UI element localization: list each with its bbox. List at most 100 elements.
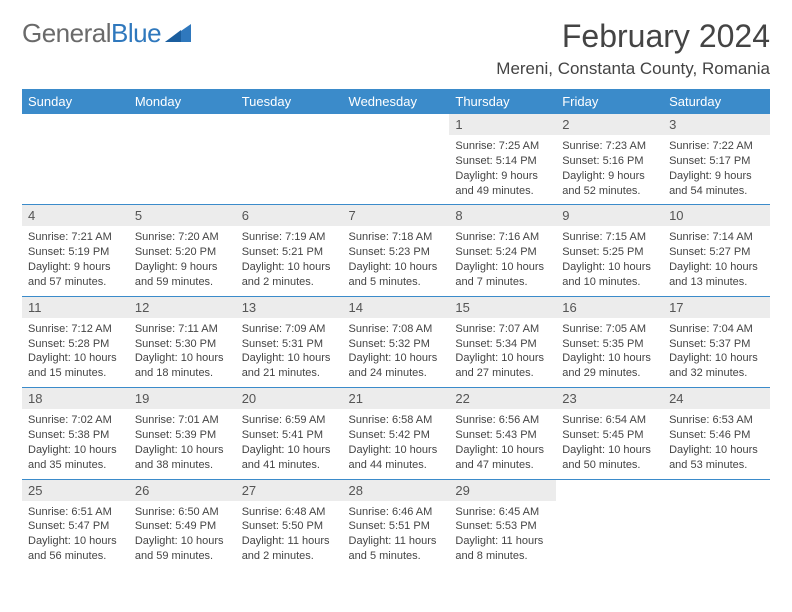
daylight-label: Daylight:	[242, 535, 288, 547]
day-cell: 7Sunrise: 7:18 AMSunset: 5:23 PMDaylight…	[343, 205, 450, 296]
daylight-label: Daylight:	[28, 535, 74, 547]
sunset-label: Sunset:	[669, 155, 709, 167]
sunrise-label: Sunrise:	[242, 506, 285, 518]
sunset-value: 5:35 PM	[603, 338, 644, 350]
day-body: Sunrise: 7:09 AMSunset: 5:31 PMDaylight:…	[236, 318, 343, 387]
sunrise-label: Sunrise:	[28, 231, 71, 243]
sunrise-value: 6:58 AM	[392, 414, 432, 426]
sunset-value: 5:30 PM	[175, 338, 216, 350]
day-number: 11	[22, 297, 129, 318]
sunset-label: Sunset:	[349, 338, 389, 350]
day-number: 3	[663, 114, 770, 135]
dow-thu: Thursday	[449, 89, 556, 114]
sunrise-value: 6:53 AM	[712, 414, 752, 426]
day-body: Sunrise: 7:15 AMSunset: 5:25 PMDaylight:…	[556, 226, 663, 295]
day-number: 20	[236, 388, 343, 409]
sunrise-value: 7:19 AM	[285, 231, 325, 243]
daylight-label: Daylight:	[28, 444, 74, 456]
sunset-value: 5:24 PM	[496, 246, 537, 258]
day-body: Sunrise: 6:51 AMSunset: 5:47 PMDaylight:…	[22, 501, 129, 570]
day-cell: 5Sunrise: 7:20 AMSunset: 5:20 PMDaylight…	[129, 205, 236, 296]
day-number: 5	[129, 205, 236, 226]
day-body: Sunrise: 7:11 AMSunset: 5:30 PMDaylight:…	[129, 318, 236, 387]
sunset-value: 5:49 PM	[175, 520, 216, 532]
sunrise-label: Sunrise:	[349, 414, 392, 426]
week-row: ........1Sunrise: 7:25 AMSunset: 5:14 PM…	[22, 114, 770, 205]
sunrise-label: Sunrise:	[28, 323, 71, 335]
sunrise-value: 7:25 AM	[499, 140, 539, 152]
day-body: Sunrise: 7:25 AMSunset: 5:14 PMDaylight:…	[449, 135, 556, 204]
day-cell: ..	[556, 479, 663, 570]
sunset-value: 5:43 PM	[496, 429, 537, 441]
page-title: February 2024	[496, 18, 770, 55]
day-cell: 3Sunrise: 7:22 AMSunset: 5:17 PMDaylight…	[663, 114, 770, 205]
sunrise-value: 6:59 AM	[285, 414, 325, 426]
day-number: 21	[343, 388, 450, 409]
sunset-label: Sunset:	[349, 246, 389, 258]
day-cell: 24Sunrise: 6:53 AMSunset: 5:46 PMDayligh…	[663, 388, 770, 479]
logo: GeneralBlue	[22, 18, 191, 49]
daylight-label: Daylight:	[669, 444, 715, 456]
sunset-label: Sunset:	[455, 429, 495, 441]
sunrise-value: 7:01 AM	[178, 414, 218, 426]
sunset-label: Sunset:	[562, 429, 602, 441]
daylight-label: Daylight:	[562, 261, 608, 273]
day-number: 1	[449, 114, 556, 135]
calendar: Sunday Monday Tuesday Wednesday Thursday…	[22, 89, 770, 570]
sunrise-label: Sunrise:	[669, 323, 712, 335]
sunrise-value: 6:50 AM	[178, 506, 218, 518]
day-body: Sunrise: 6:58 AMSunset: 5:42 PMDaylight:…	[343, 409, 450, 478]
sunset-label: Sunset:	[135, 338, 175, 350]
sunset-value: 5:46 PM	[709, 429, 750, 441]
sunrise-label: Sunrise:	[455, 323, 498, 335]
sunrise-label: Sunrise:	[562, 231, 605, 243]
dow-fri: Friday	[556, 89, 663, 114]
sunset-label: Sunset:	[28, 246, 68, 258]
day-body: Sunrise: 7:01 AMSunset: 5:39 PMDaylight:…	[129, 409, 236, 478]
day-cell: 18Sunrise: 7:02 AMSunset: 5:38 PMDayligh…	[22, 388, 129, 479]
daylight-label: Daylight:	[669, 352, 715, 364]
sunset-value: 5:41 PM	[282, 429, 323, 441]
sunrise-label: Sunrise:	[669, 231, 712, 243]
sunset-value: 5:47 PM	[68, 520, 109, 532]
sunrise-label: Sunrise:	[349, 506, 392, 518]
day-cell: ..	[236, 114, 343, 205]
sunrise-value: 7:21 AM	[71, 231, 111, 243]
day-number: 28	[343, 480, 450, 501]
day-body: Sunrise: 7:21 AMSunset: 5:19 PMDaylight:…	[22, 226, 129, 295]
day-body: Sunrise: 7:23 AMSunset: 5:16 PMDaylight:…	[556, 135, 663, 204]
sunrise-label: Sunrise:	[135, 414, 178, 426]
day-cell: 26Sunrise: 6:50 AMSunset: 5:49 PMDayligh…	[129, 479, 236, 570]
daylight-label: Daylight:	[455, 170, 501, 182]
day-cell: 15Sunrise: 7:07 AMSunset: 5:34 PMDayligh…	[449, 296, 556, 387]
sunset-value: 5:37 PM	[709, 338, 750, 350]
day-cell: 29Sunrise: 6:45 AMSunset: 5:53 PMDayligh…	[449, 479, 556, 570]
day-body: Sunrise: 7:20 AMSunset: 5:20 PMDaylight:…	[129, 226, 236, 295]
daylight-label: Daylight:	[669, 261, 715, 273]
sunset-label: Sunset:	[242, 338, 282, 350]
day-cell: ..	[22, 114, 129, 205]
day-cell: 1Sunrise: 7:25 AMSunset: 5:14 PMDaylight…	[449, 114, 556, 205]
sunrise-value: 6:45 AM	[499, 506, 539, 518]
sunrise-value: 7:23 AM	[606, 140, 646, 152]
day-body: Sunrise: 6:46 AMSunset: 5:51 PMDaylight:…	[343, 501, 450, 570]
logo-text-1: General	[22, 18, 111, 49]
sunset-value: 5:16 PM	[603, 155, 644, 167]
day-cell: 12Sunrise: 7:11 AMSunset: 5:30 PMDayligh…	[129, 296, 236, 387]
sunrise-value: 6:54 AM	[606, 414, 646, 426]
daylight-label: Daylight:	[349, 261, 395, 273]
sunrise-label: Sunrise:	[455, 231, 498, 243]
day-number: 18	[22, 388, 129, 409]
day-body: Sunrise: 7:02 AMSunset: 5:38 PMDaylight:…	[22, 409, 129, 478]
day-number: 27	[236, 480, 343, 501]
day-cell: 25Sunrise: 6:51 AMSunset: 5:47 PMDayligh…	[22, 479, 129, 570]
day-number: 23	[556, 388, 663, 409]
sunset-label: Sunset:	[669, 338, 709, 350]
sunset-value: 5:53 PM	[496, 520, 537, 532]
sunset-value: 5:45 PM	[603, 429, 644, 441]
sunset-value: 5:23 PM	[389, 246, 430, 258]
sunrise-label: Sunrise:	[242, 414, 285, 426]
sunset-label: Sunset:	[242, 520, 282, 532]
day-body: Sunrise: 7:22 AMSunset: 5:17 PMDaylight:…	[663, 135, 770, 204]
sunset-value: 5:51 PM	[389, 520, 430, 532]
